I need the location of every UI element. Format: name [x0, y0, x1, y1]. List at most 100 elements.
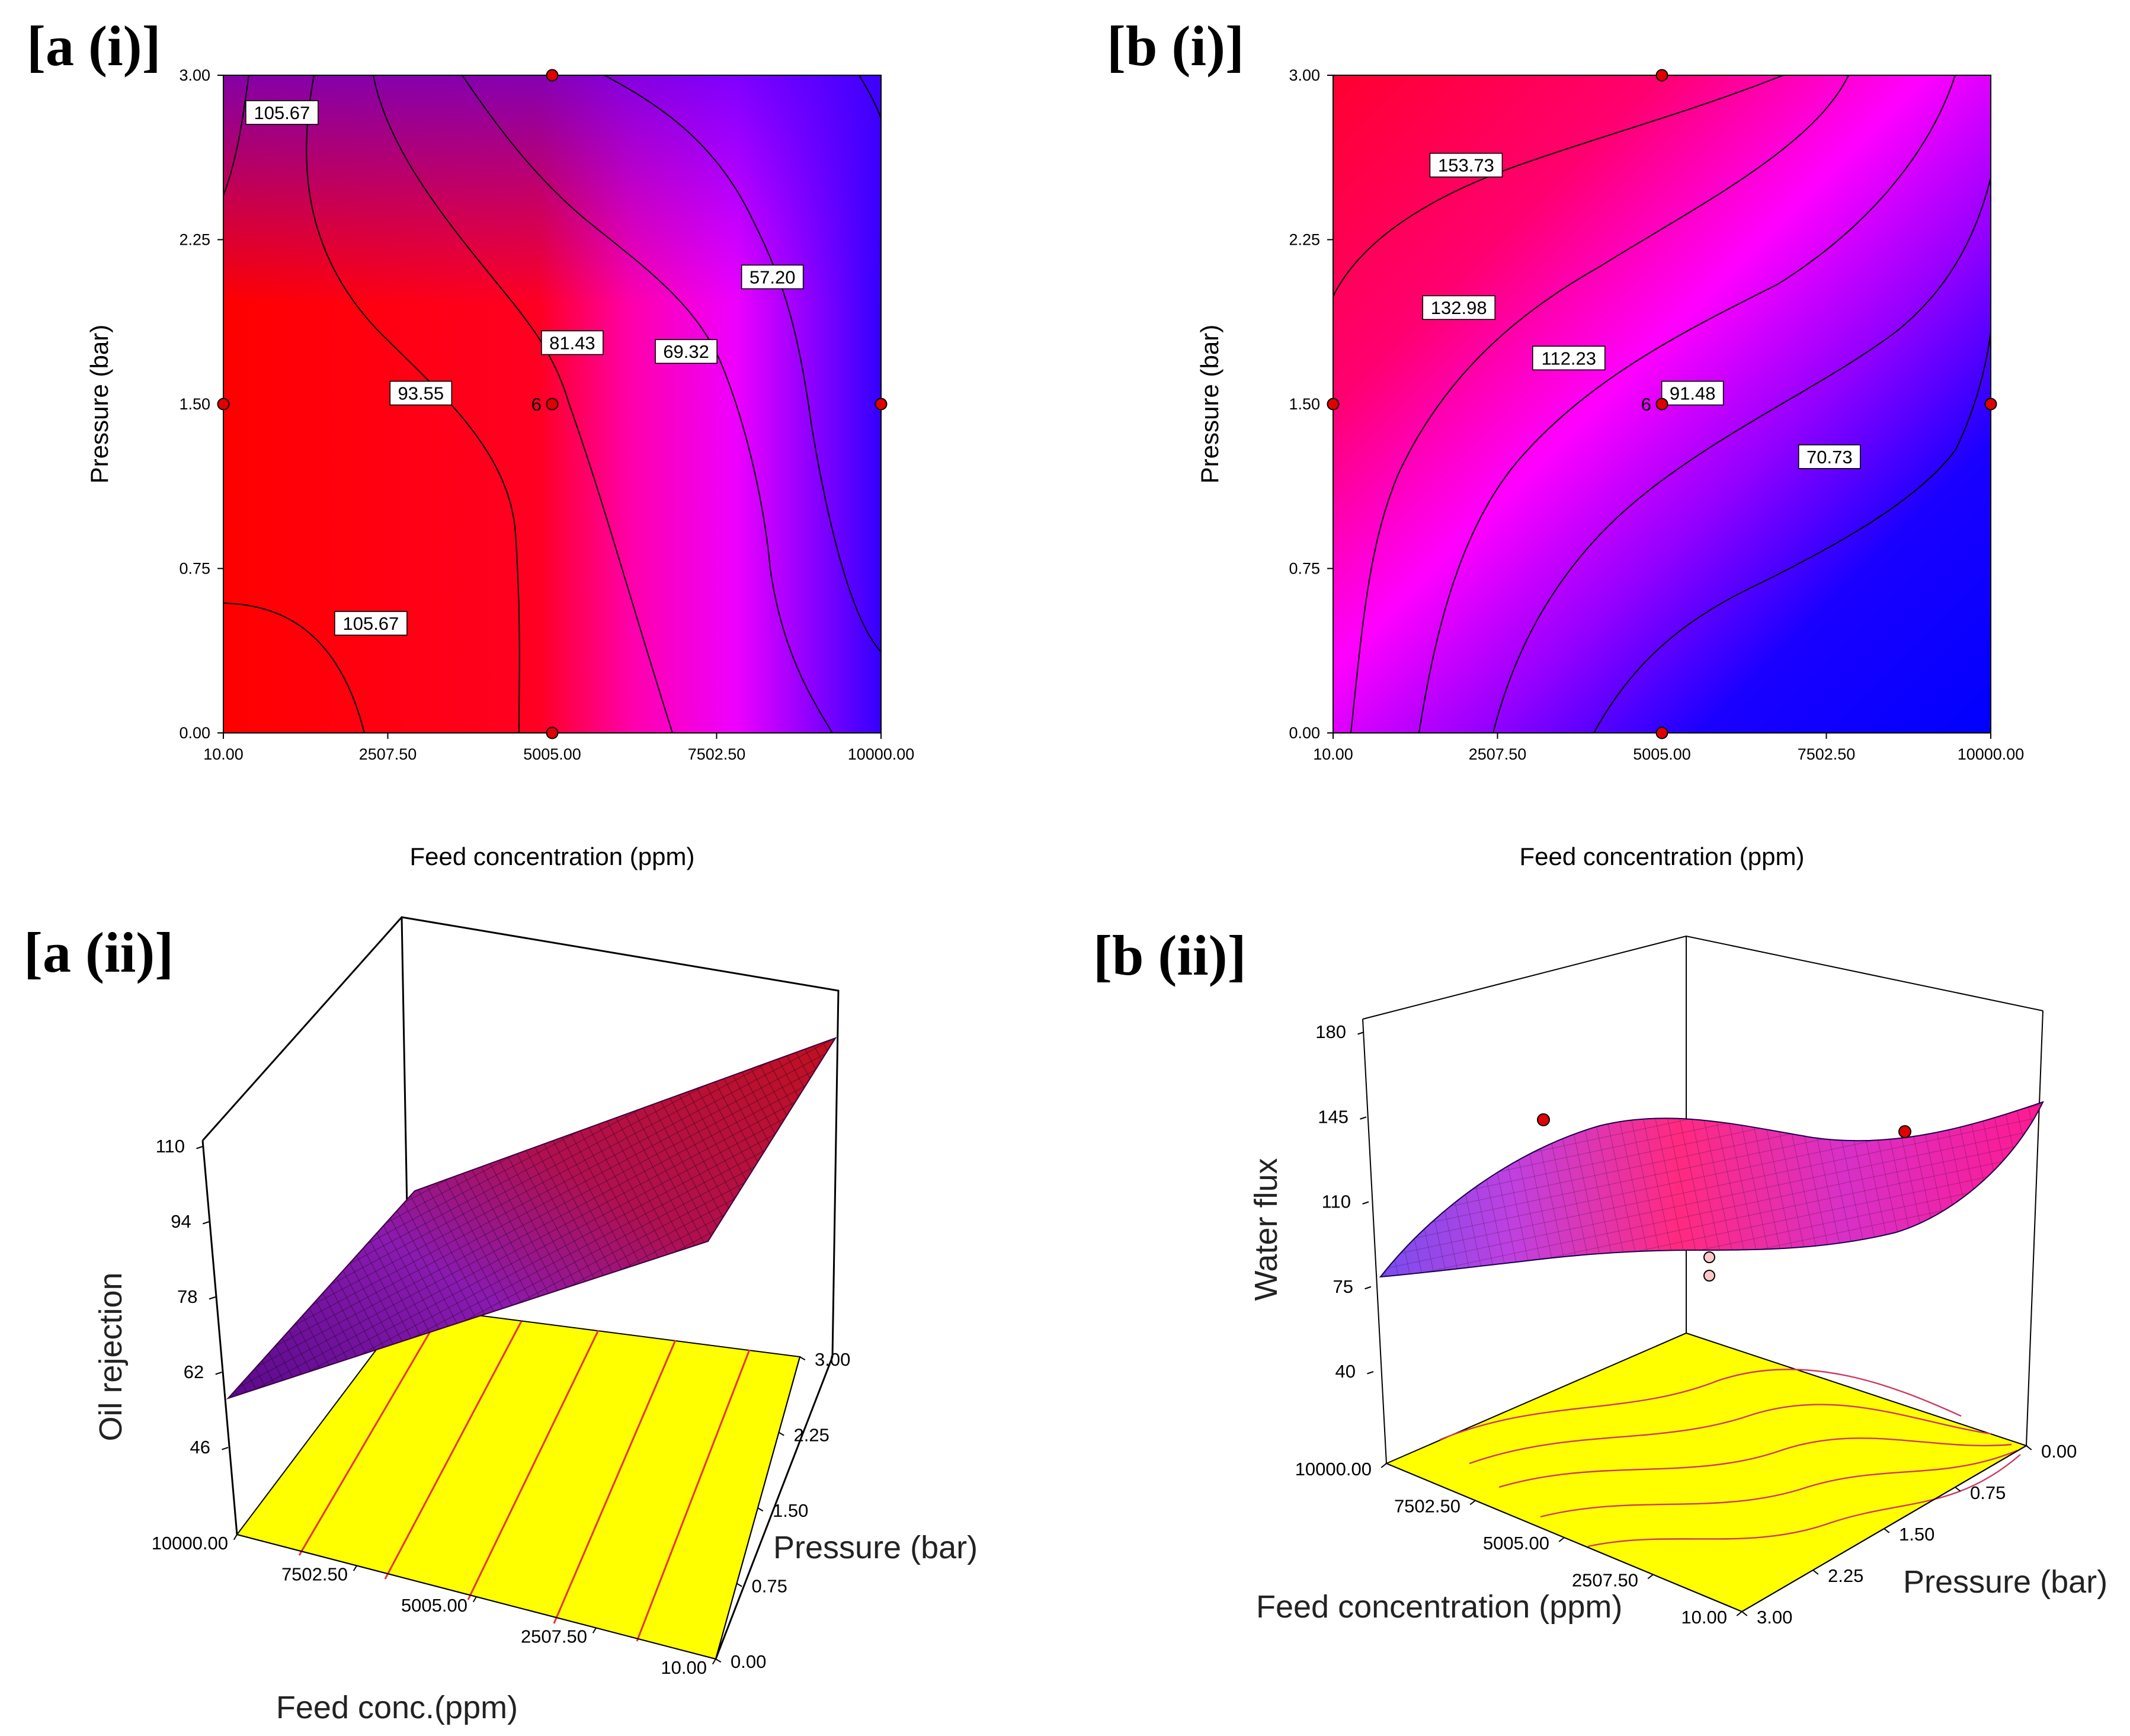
contour-label: 70.73: [1807, 447, 1853, 467]
contour-line-112-23: [1418, 75, 1956, 733]
design-point: [1327, 398, 1340, 411]
tick-mark: [1367, 1371, 1374, 1375]
pressure-tick-label: 0.75: [752, 1576, 787, 1597]
contour-label: 105.67: [342, 613, 399, 634]
panel-label-b-ii: [b (ii)]: [1093, 924, 1247, 987]
tick-mark: [778, 1431, 784, 1436]
design-point: [1984, 398, 1997, 411]
design-point: [1703, 1270, 1715, 1282]
pressure-ticks: 0.00 0.75 1.50 2.25 3.00: [1741, 1441, 2077, 1628]
contour-label: 91.48: [1670, 383, 1716, 404]
x-tick-label: 7502.50: [1798, 745, 1856, 763]
feed-ticks: 10000.00 7502.50 5005.00 2507.50 10.00: [152, 1533, 716, 1678]
contour-label-box: [389, 380, 453, 406]
design-point-label: 6: [1641, 394, 1651, 415]
pressure-tick-label: 0.75: [1970, 1482, 2006, 1503]
y-tick-label: 0.00: [179, 724, 210, 742]
tick-mark: [1736, 1611, 1743, 1616]
z-tick-label: 78: [177, 1286, 197, 1307]
contour-line-91-48: [1492, 177, 1991, 733]
surface-plot-water-flux: 40 75 110 145 180 10000.00 7502.50 5005.00 2507…: [1248, 935, 2107, 1628]
tick-mark: [1360, 1116, 1367, 1120]
feed-ticks: 10000.00 7502.50 5005.00 2507.50 10.00: [1295, 1459, 1743, 1628]
tick-mark: [1357, 1032, 1365, 1035]
contour-label: 57.20: [749, 267, 796, 287]
z-axis-title: Water flux: [1248, 1158, 1284, 1301]
tick-mark: [1884, 1528, 1890, 1533]
pressure-tick-label: 0.00: [731, 1651, 766, 1672]
surface-mesh: [1381, 1102, 2043, 1277]
contour-label: 105.67: [254, 103, 310, 123]
contour-label: 69.32: [663, 341, 709, 362]
tick-mark: [592, 1627, 597, 1633]
contour-label-box: [1661, 380, 1724, 406]
z-tick-label: 40: [1335, 1361, 1356, 1382]
contour-label: 112.23: [1542, 348, 1597, 369]
design-point: [1703, 1251, 1715, 1263]
tick-mark: [353, 1565, 357, 1571]
contour-label-box: [655, 339, 718, 364]
design-point: [546, 69, 559, 82]
feed-tick-label: 10000.00: [152, 1533, 228, 1554]
pressure-tick-label: 1.50: [1899, 1524, 1934, 1545]
x-axis-title: Feed concentration (ppm): [410, 843, 695, 870]
z-tick-label: 46: [190, 1437, 210, 1458]
y-tick-label: 1.50: [1289, 395, 1320, 413]
tick-mark: [715, 1658, 722, 1663]
surface-mesh: [228, 1038, 835, 1398]
pressure-tick-label: 2.25: [794, 1425, 829, 1446]
x-tick-label: 10000.00: [1958, 745, 2025, 763]
z-tick-label: 110: [1322, 1192, 1351, 1212]
x-tick-marks: 10.00 2507.50 5005.00 7502.50 10000.00: [203, 733, 914, 763]
z-ticks: 46 62 78 94 110: [156, 1136, 229, 1458]
box-right-vertical: [2026, 1010, 2043, 1446]
surface-edge: [1379, 1101, 2044, 1278]
feed-tick-label: 10000.00: [1295, 1459, 1372, 1479]
y-tick-label: 3.00: [1289, 66, 1320, 84]
design-point: [546, 398, 559, 411]
tick-mark: [1812, 1570, 1819, 1575]
y-tick-label: 2.25: [179, 231, 210, 249]
box-back-edges: [201, 916, 840, 1357]
y-axis-title: Pressure (bar): [1196, 325, 1223, 483]
design-point: [1655, 398, 1668, 411]
contour-label-box: [741, 264, 804, 290]
contour-label-box: [1532, 345, 1606, 371]
tick-mark: [799, 1356, 806, 1361]
z-tick-label: 75: [1333, 1276, 1353, 1297]
y-tick-label: 1.50: [179, 395, 210, 413]
tick-mark: [1647, 1574, 1654, 1580]
contour-label-box: [245, 100, 319, 125]
x-tick-label: 10.00: [1313, 745, 1353, 763]
z-tick-label: 110: [156, 1136, 185, 1157]
tick-mark: [712, 1658, 716, 1665]
contour-line-corner: [859, 75, 881, 119]
tick-mark: [1955, 1487, 1961, 1492]
z-ticks: 40 75 110 145 180: [1315, 1021, 1374, 1382]
z-tick-label: 145: [1318, 1106, 1349, 1127]
design-point: [546, 726, 559, 739]
pressure-tick-label: 0.00: [2041, 1441, 2077, 1462]
contour-label: 93.55: [398, 383, 444, 404]
z-tick-label: 94: [171, 1211, 191, 1232]
contour-labels: 105.67 105.67 93.55 81.43 69.32 57.20: [245, 100, 804, 636]
contour-line-69-32: [462, 75, 833, 733]
x-tick-label: 2507.50: [359, 745, 417, 763]
tick-mark: [2026, 1445, 2032, 1450]
design-point: [875, 398, 888, 411]
tick-mark: [209, 1296, 216, 1300]
surface-edge: [226, 1037, 837, 1400]
y-axis-title: Pressure (bar): [85, 325, 113, 483]
contour-label-box: [541, 330, 604, 355]
design-point: [1537, 1113, 1550, 1126]
y-axis-title: Pressure (bar): [1903, 1564, 2107, 1600]
design-point: [1655, 726, 1668, 739]
contour-label-box: [334, 611, 408, 636]
tick-mark: [1469, 1500, 1476, 1506]
contour-label: 132.98: [1431, 297, 1487, 318]
feed-tick-label: 5005.00: [401, 1595, 467, 1616]
contour-lines: [1333, 75, 1991, 733]
contour-label: 153.73: [1438, 155, 1494, 176]
design-point: [1898, 1125, 1911, 1138]
